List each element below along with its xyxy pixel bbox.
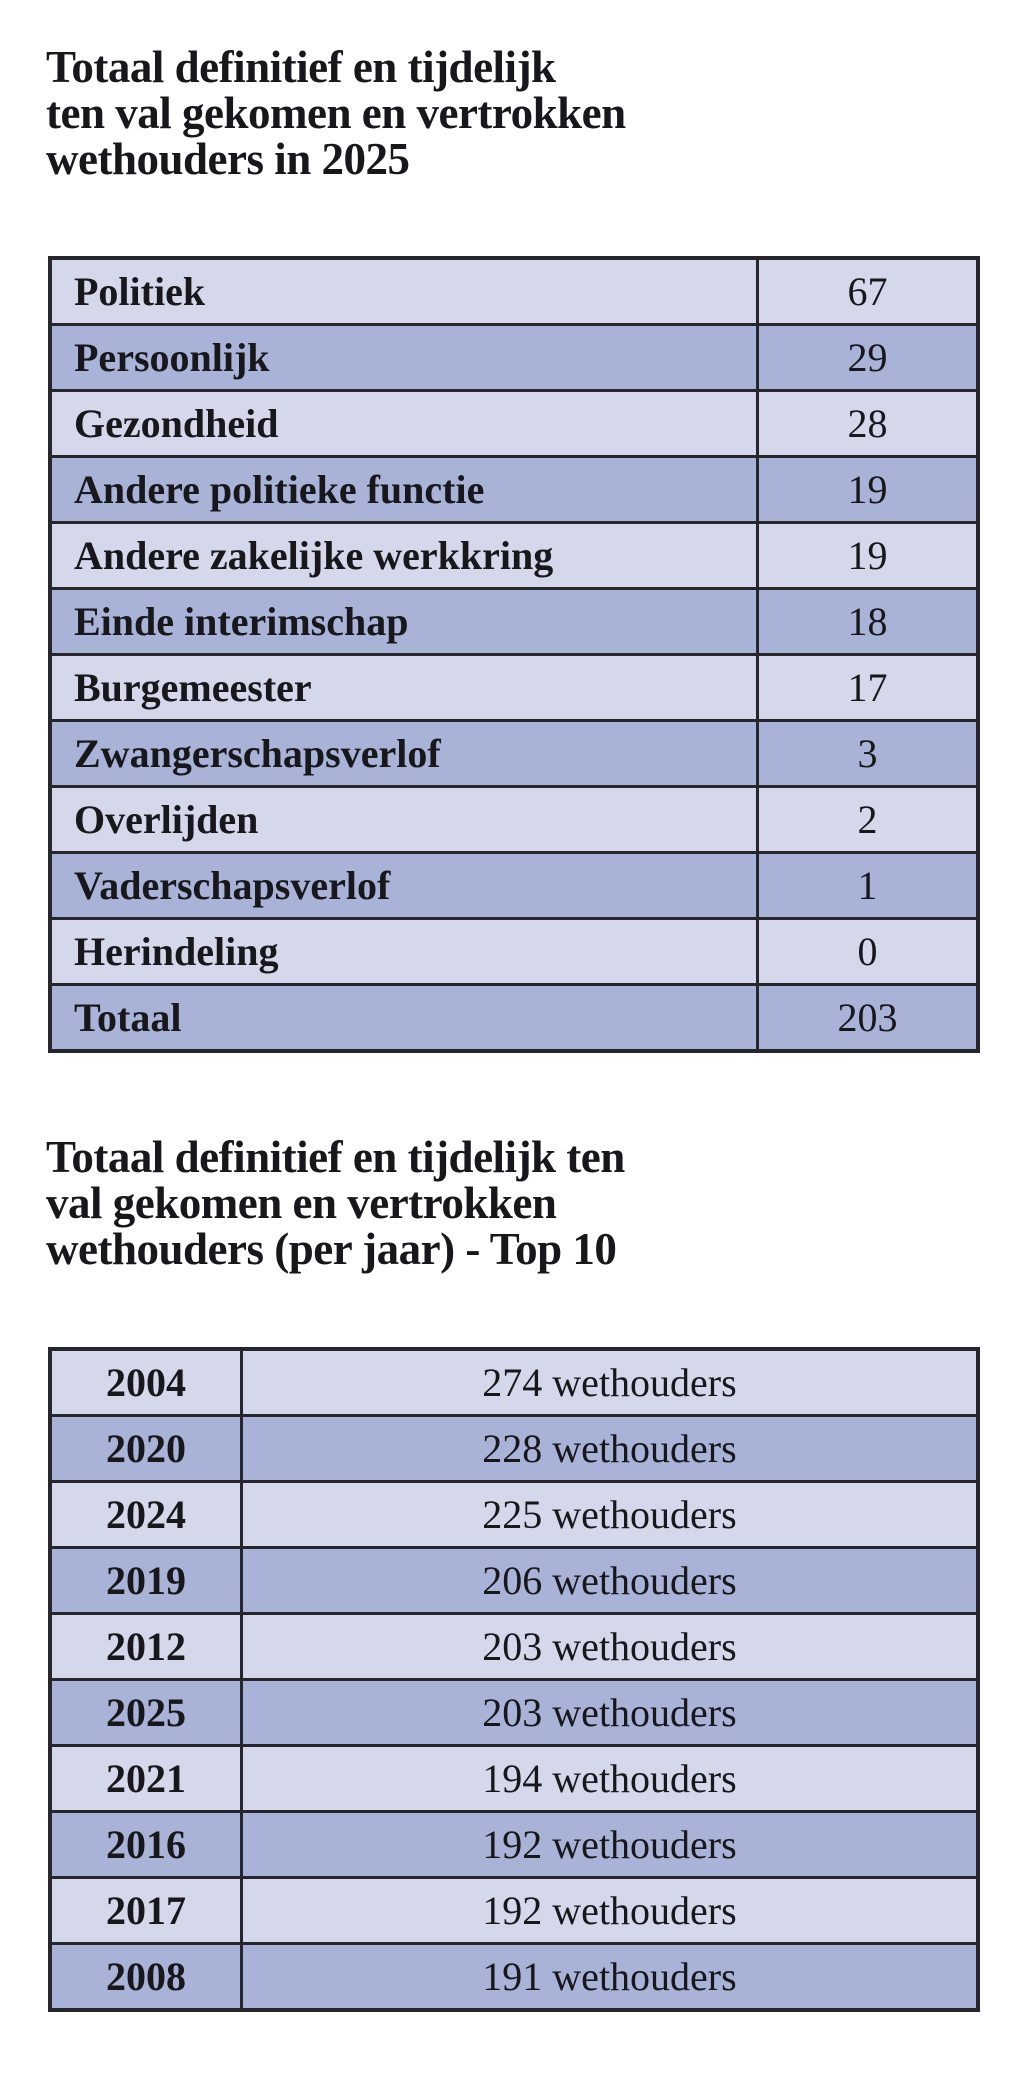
reason-cell: Politiek <box>48 256 759 326</box>
count-cell: 203 wethouders <box>240 1678 980 1747</box>
year-cell: 2024 <box>48 1480 243 1549</box>
table-row: 2017 192 wethouders <box>48 1876 980 1945</box>
year-cell: 2012 <box>48 1612 243 1681</box>
title2-line-1: Totaal definitief en tijdelijk ten <box>46 1132 625 1182</box>
table-row: 2004 274 wethouders <box>48 1347 980 1417</box>
title1-line-1: Totaal definitief en tijdelijk <box>46 42 556 92</box>
year-cell: 2016 <box>48 1810 243 1879</box>
count-cell: 1 <box>756 851 980 920</box>
table-row: Andere politieke functie 19 <box>48 455 980 524</box>
count-cell: 19 <box>756 455 980 524</box>
table-row: 2019 206 wethouders <box>48 1546 980 1615</box>
table-row: 2021 194 wethouders <box>48 1744 980 1813</box>
table-row: Politiek 67 <box>48 256 980 326</box>
year-cell: 2019 <box>48 1546 243 1615</box>
count-cell: 191 wethouders <box>240 1942 980 2012</box>
table-row: Andere zakelijke werkkring 19 <box>48 521 980 590</box>
reason-cell: Gezondheid <box>48 389 759 458</box>
reason-cell: Overlijden <box>48 785 759 854</box>
table-row: 2020 228 wethouders <box>48 1414 980 1483</box>
count-cell: 274 wethouders <box>240 1347 980 1417</box>
years-table: 2004 274 wethouders 2020 228 wethouders 2024… <box>48 1347 980 2012</box>
table-row: 2012 203 wethouders <box>48 1612 980 1681</box>
count-cell: 67 <box>756 256 980 326</box>
table-row: Burgemeester 17 <box>48 653 980 722</box>
year-cell: 2017 <box>48 1876 243 1945</box>
count-cell: 3 <box>756 719 980 788</box>
count-cell: 203 <box>756 983 980 1053</box>
count-cell: 28 <box>756 389 980 458</box>
count-cell: 228 wethouders <box>240 1414 980 1483</box>
count-cell: 192 wethouders <box>240 1876 980 1945</box>
reason-cell: Totaal <box>48 983 759 1053</box>
reason-cell: Persoonlijk <box>48 323 759 392</box>
years-table-body: 2004 274 wethouders 2020 228 wethouders 2024… <box>48 1347 980 2012</box>
reason-cell: Andere zakelijke werkkring <box>48 521 759 590</box>
reasons-table: Politiek 67 Persoonlijk 29 Gezondheid 28 Ander… <box>48 256 980 1053</box>
reason-cell: Vaderschapsverlof <box>48 851 759 920</box>
reason-cell: Zwangerschapsverlof <box>48 719 759 788</box>
count-cell: 17 <box>756 653 980 722</box>
table-row: 2008 191 wethouders <box>48 1942 980 2012</box>
year-cell: 2020 <box>48 1414 243 1483</box>
count-cell: 203 wethouders <box>240 1612 980 1681</box>
title1-line-2: ten val gekomen en vertrokken <box>46 88 626 138</box>
table-row: 2025 203 wethouders <box>48 1678 980 1747</box>
reason-cell: Herindeling <box>48 917 759 986</box>
year-cell: 2021 <box>48 1744 243 1813</box>
table-row: Einde interimschap 18 <box>48 587 980 656</box>
table-row: 2016 192 wethouders <box>48 1810 980 1879</box>
table-row: Persoonlijk 29 <box>48 323 980 392</box>
year-cell: 2025 <box>48 1678 243 1747</box>
reason-cell: Einde interimschap <box>48 587 759 656</box>
table-row: 2024 225 wethouders <box>48 1480 980 1549</box>
title2-line-2: val gekomen en vertrokken <box>46 1178 557 1228</box>
table-row: Zwangerschapsverlof 3 <box>48 719 980 788</box>
title2-line-3: wethouders (per jaar) - Top 10 <box>46 1224 617 1274</box>
table-row: Herindeling 0 <box>48 917 980 986</box>
year-cell: 2008 <box>48 1942 243 2012</box>
count-cell: 206 wethouders <box>240 1546 980 1615</box>
table-row: Vaderschapsverlof 1 <box>48 851 980 920</box>
title1-line-3: wethouders in 2025 <box>46 134 410 184</box>
table-row: Gezondheid 28 <box>48 389 980 458</box>
count-cell: 194 wethouders <box>240 1744 980 1813</box>
count-cell: 19 <box>756 521 980 590</box>
table-row: Totaal 203 <box>48 983 980 1053</box>
table2-title: Totaal definitief en tijdelijk ten val g… <box>46 1134 625 1272</box>
year-cell: 2004 <box>48 1347 243 1417</box>
table-row: Overlijden 2 <box>48 785 980 854</box>
count-cell: 0 <box>756 917 980 986</box>
count-cell: 29 <box>756 323 980 392</box>
count-cell: 192 wethouders <box>240 1810 980 1879</box>
count-cell: 2 <box>756 785 980 854</box>
reasons-table-body: Politiek 67 Persoonlijk 29 Gezondheid 28 Ander… <box>48 256 980 1053</box>
count-cell: 225 wethouders <box>240 1480 980 1549</box>
table1-title: Totaal definitief en tijdelijk ten val g… <box>46 44 626 182</box>
reason-cell: Burgemeester <box>48 653 759 722</box>
reason-cell: Andere politieke functie <box>48 455 759 524</box>
count-cell: 18 <box>756 587 980 656</box>
